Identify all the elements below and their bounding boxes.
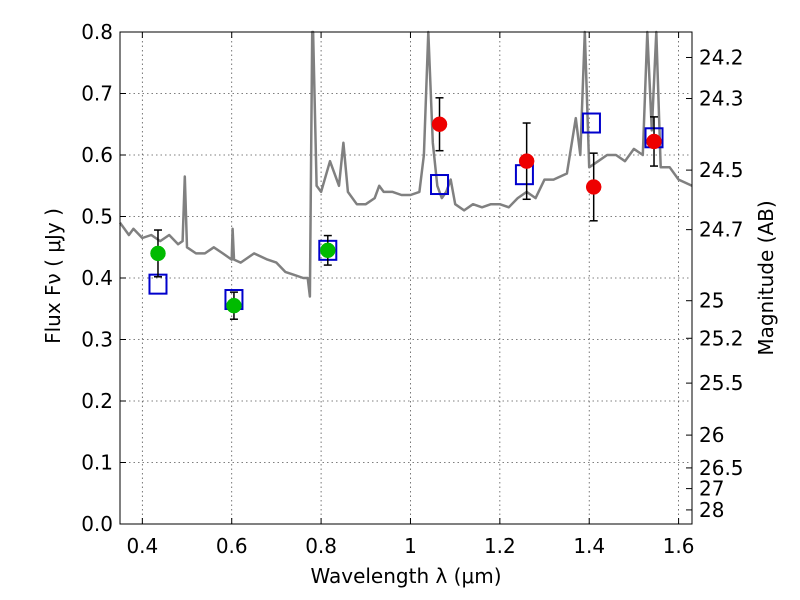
y-tick-label: 0.0 xyxy=(81,512,113,536)
marker-layer xyxy=(148,97,664,320)
tick-layer: 0.4 0.6 0.8 1 1.2 1.4 1.6 0.0 0.1 0.2 0.3 0.4 0.5 0.6… xyxy=(81,20,743,558)
x-tick-label: 1.6 xyxy=(663,534,695,558)
mag-tick-label: 26.5 xyxy=(699,456,744,480)
x-tick-label: 0.6 xyxy=(216,534,248,558)
spectrum-layer xyxy=(118,30,693,298)
mag-tick-label: 27 xyxy=(699,477,724,501)
x-tick-label: 0.4 xyxy=(126,534,158,558)
mag-tick-label: 24.5 xyxy=(699,158,744,182)
mag-tick-label: 25.5 xyxy=(699,371,744,395)
y-tick-label: 0.8 xyxy=(81,20,113,44)
y-tick-label: 0.1 xyxy=(81,451,113,475)
y-tick-label: 0.4 xyxy=(81,266,113,290)
x-tick-label: 1.2 xyxy=(484,534,516,558)
x-axis-label: Wavelength λ (μm) xyxy=(310,564,501,588)
spectrum-line xyxy=(118,30,693,298)
observed-photometry-point xyxy=(431,116,448,132)
y-axis-label: Flux Fν ( μJy ) xyxy=(41,208,65,344)
x-tick-label: 1.4 xyxy=(573,534,605,558)
mag-tick-label: 25.2 xyxy=(699,326,744,350)
mag-tick-label: 25 xyxy=(699,289,724,313)
observed-photometry-point xyxy=(226,297,242,314)
mag-tick-label: 24.7 xyxy=(699,218,744,242)
x-tick-label: 0.8 xyxy=(305,534,337,558)
observed-photometry-point xyxy=(150,245,166,262)
y-tick-label: 0.3 xyxy=(81,328,113,352)
model-photometry-square xyxy=(581,112,601,134)
mag-tick-label: 24.2 xyxy=(699,45,744,69)
mag-tick-label: 26 xyxy=(699,423,724,447)
observed-photometry-point xyxy=(646,133,662,150)
grid-layer xyxy=(120,31,692,525)
model-photometry-square xyxy=(430,174,450,196)
y-tick-label: 0.6 xyxy=(81,143,113,167)
observed-photometry-point xyxy=(518,153,535,169)
y2-axis-label: Magnitude (AB) xyxy=(754,200,778,355)
y-tick-label: 0.5 xyxy=(81,205,113,229)
mag-tick-label: 28 xyxy=(699,498,724,522)
observed-photometry-point xyxy=(585,179,602,195)
mag-tick-label: 24.3 xyxy=(699,87,744,111)
y-tick-label: 0.7 xyxy=(81,82,113,106)
x-tick-label: 1 xyxy=(404,534,417,558)
y-tick-label: 0.2 xyxy=(81,389,113,413)
observed-photometry-point xyxy=(320,242,336,259)
